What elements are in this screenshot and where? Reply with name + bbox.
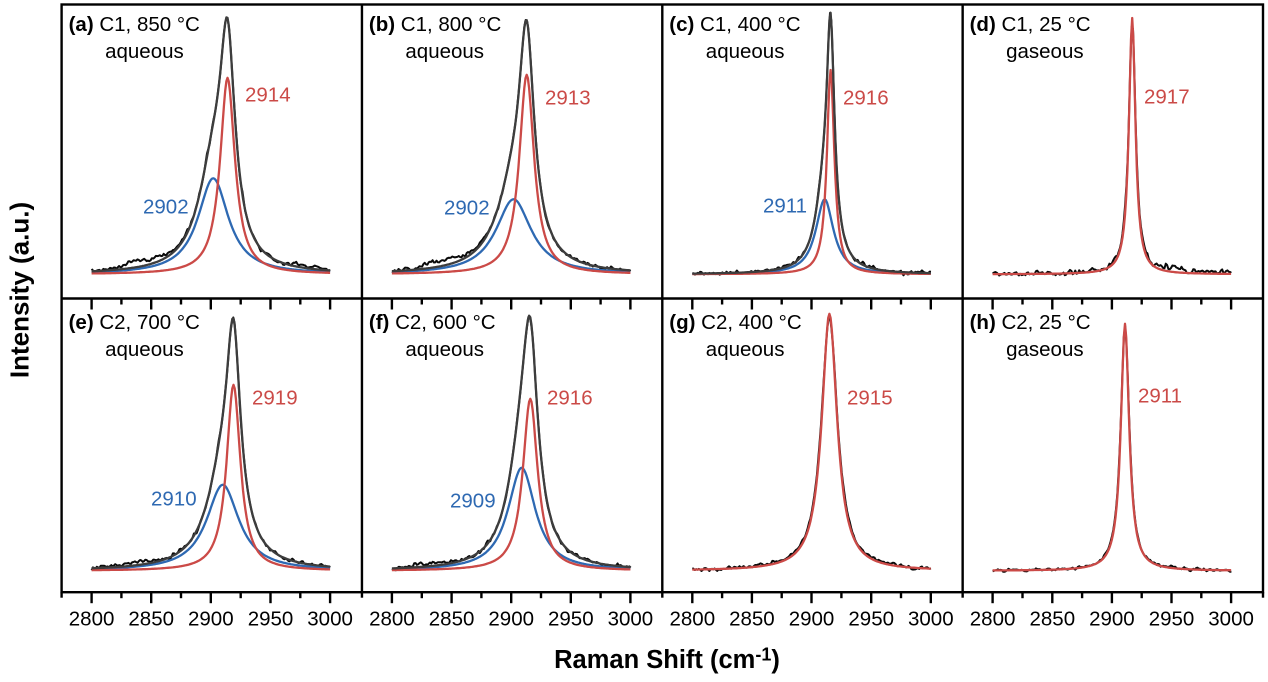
svg-text:2950: 2950 [1149,608,1195,631]
svg-text:2800: 2800 [669,608,715,631]
svg-text:2915: 2915 [847,387,893,410]
svg-text:2800: 2800 [970,608,1016,631]
svg-text:2911: 2911 [763,195,807,218]
svg-text:aqueous: aqueous [405,40,484,63]
svg-text:2850: 2850 [1029,608,1075,631]
svg-text:2902: 2902 [143,196,189,219]
svg-text:2900: 2900 [1089,608,1135,631]
svg-text:2850: 2850 [729,608,775,631]
svg-text:2900: 2900 [789,608,835,631]
svg-text:2950: 2950 [248,608,294,631]
svg-text:2800: 2800 [369,608,415,631]
svg-text:2913: 2913 [545,87,591,110]
svg-text:(b) C1, 800 °C: (b) C1, 800 °C [369,13,502,36]
svg-text:2916: 2916 [843,87,889,110]
svg-text:2800: 2800 [69,608,115,631]
svg-text:(d) C1, 25 °C: (d) C1, 25 °C [970,13,1091,36]
svg-text:3000: 3000 [908,608,954,631]
svg-text:gaseous: gaseous [1006,338,1084,361]
svg-text:2916: 2916 [547,387,593,410]
svg-text:2914: 2914 [245,84,291,107]
svg-text:Raman Shift (cm-1): Raman Shift (cm-1) [554,645,780,675]
svg-text:2900: 2900 [188,608,234,631]
svg-text:aqueous: aqueous [706,338,785,361]
svg-text:3000: 3000 [608,608,654,631]
svg-text:aqueous: aqueous [706,40,785,63]
svg-text:(c) C1, 400 °C: (c) C1, 400 °C [669,13,800,36]
svg-text:2910: 2910 [151,488,197,511]
svg-text:3000: 3000 [1208,608,1254,631]
svg-text:(h) C2, 25 °C: (h) C2, 25 °C [970,311,1091,334]
svg-text:(f) C2, 600 °C: (f) C2, 600 °C [369,311,496,334]
svg-text:aqueous: aqueous [105,40,184,63]
svg-text:gaseous: gaseous [1006,40,1084,63]
svg-text:aqueous: aqueous [405,338,484,361]
svg-text:2911: 2911 [1138,385,1182,408]
svg-text:(g) C2, 400 °C: (g) C2, 400 °C [669,311,802,334]
svg-text:3000: 3000 [307,608,353,631]
svg-text:2900: 2900 [488,608,534,631]
svg-text:2917: 2917 [1144,86,1190,109]
svg-text:2919: 2919 [252,387,298,410]
svg-text:2909: 2909 [450,490,496,513]
svg-text:2850: 2850 [128,608,174,631]
svg-text:2902: 2902 [444,197,490,220]
svg-text:2950: 2950 [848,608,894,631]
svg-text:Intensity (a.u.): Intensity (a.u.) [5,202,35,378]
svg-text:aqueous: aqueous [105,338,184,361]
svg-text:2850: 2850 [429,608,475,631]
svg-text:(e) C2, 700 °C: (e) C2, 700 °C [69,311,200,334]
svg-text:(a) C1, 850 °C: (a) C1, 850 °C [69,13,200,36]
svg-text:2950: 2950 [548,608,594,631]
